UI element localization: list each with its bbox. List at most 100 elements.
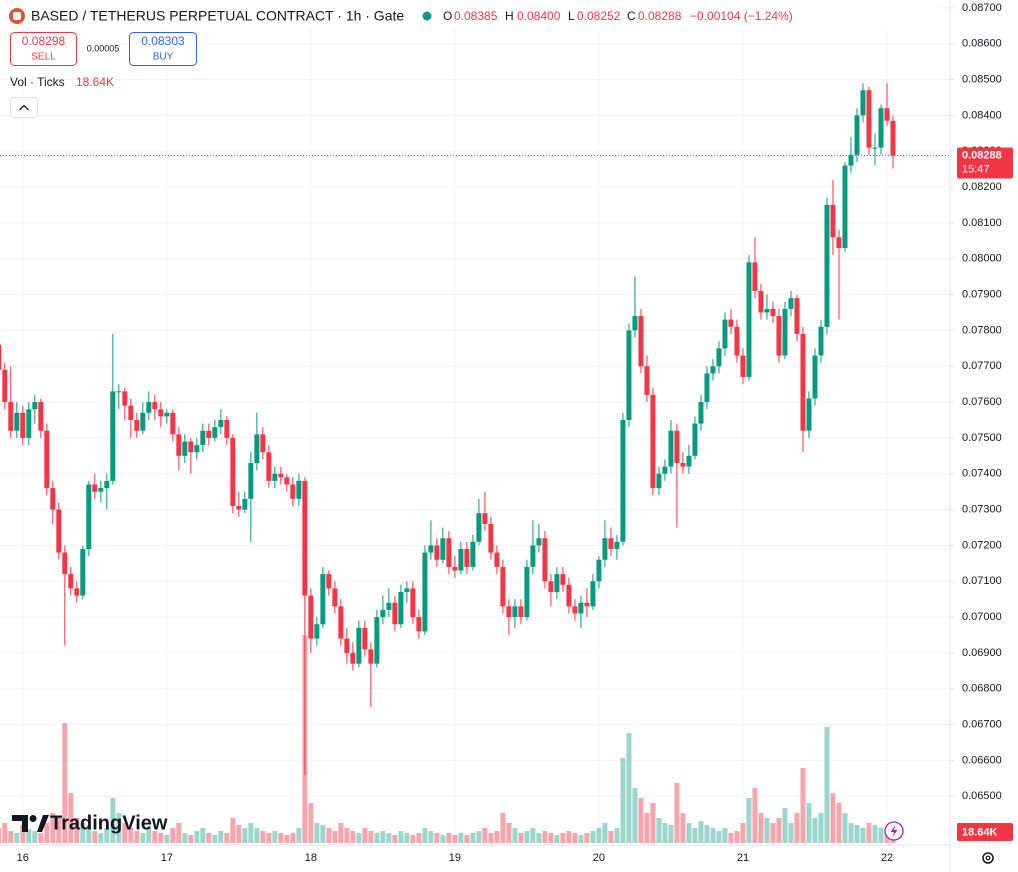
candle-body	[170, 412, 176, 435]
candle-body	[548, 581, 554, 593]
candle-body	[230, 437, 236, 506]
symbol-title: BASED / TETHERUS PERPETUAL CONTRACT · 1h…	[31, 8, 404, 24]
buy-button[interactable]	[129, 32, 197, 66]
volume-bar	[260, 831, 266, 843]
candle-body	[56, 509, 62, 553]
x-tick-label: 16	[17, 852, 29, 864]
ohlc-label: O	[443, 9, 452, 23]
volume-bar	[626, 733, 632, 843]
candle-body	[560, 574, 566, 585]
candle-body	[2, 369, 8, 403]
y-tick-label: 0.08500	[962, 73, 1002, 85]
candle-body	[788, 298, 794, 309]
candle-body	[644, 366, 650, 395]
volume-bar	[878, 828, 884, 843]
volume-bar	[50, 813, 56, 843]
volume-bar	[668, 825, 674, 843]
candle-body	[872, 147, 878, 149]
volume-bar	[254, 828, 260, 843]
ohlc-value: 0.08400	[517, 9, 561, 23]
price-pane	[0, 83, 896, 775]
candle-body	[488, 523, 494, 553]
collapse-button[interactable]	[10, 97, 38, 118]
candle-body	[158, 409, 164, 417]
candle-body	[452, 566, 458, 571]
candle-body	[194, 445, 200, 453]
volume-bar	[218, 831, 224, 843]
volume-bar	[662, 823, 668, 843]
settings-button[interactable]	[982, 852, 994, 864]
buy-label[interactable]: BUY	[153, 52, 174, 63]
candle-body	[218, 419, 224, 428]
volume-bar	[32, 831, 38, 843]
y-tick-label: 0.07200	[962, 539, 1002, 551]
ohlc-value: 0.08252	[577, 9, 621, 23]
volume-bar	[860, 828, 866, 843]
spread: 0.00005	[87, 43, 120, 53]
volume-bar	[476, 831, 482, 843]
volume-bar	[278, 833, 284, 843]
volume-bar	[572, 833, 578, 843]
volume-bar	[512, 828, 518, 843]
volume-bar	[602, 823, 608, 843]
volume-bar	[398, 831, 404, 843]
volume-bar	[242, 828, 248, 843]
candle-body	[530, 545, 536, 567]
volume-bar	[632, 788, 638, 843]
candle-body	[620, 419, 626, 542]
alert-icon[interactable]	[890, 825, 898, 837]
volume-pane	[0, 635, 896, 843]
candle-body	[14, 412, 20, 431]
volume-bar	[122, 823, 128, 843]
candle-body	[164, 412, 170, 417]
volume-bar	[188, 835, 194, 843]
volume-bar	[422, 828, 428, 843]
sell-price[interactable]: 0.08298	[22, 34, 66, 48]
candle-body	[572, 606, 578, 614]
candle-body	[188, 441, 194, 453]
candle-body	[890, 120, 896, 156]
volume-bar	[548, 833, 554, 843]
volume-bar	[38, 833, 44, 843]
volume-bar	[788, 823, 794, 843]
candle-body	[200, 430, 206, 446]
candle-body	[746, 262, 752, 377]
volume-bar	[344, 828, 350, 843]
candle-body	[38, 402, 44, 431]
sell-button[interactable]	[10, 32, 77, 66]
candle-body	[728, 319, 734, 327]
candle-body	[404, 588, 410, 593]
volume-bar	[416, 833, 422, 843]
volume-bar	[506, 823, 512, 843]
volume-bar	[314, 823, 320, 843]
volume-bar	[680, 813, 686, 843]
candle-body	[554, 574, 560, 593]
volume-bar	[44, 823, 50, 843]
x-tick-label: 21	[737, 852, 749, 864]
candle-body	[614, 541, 620, 549]
header-bg	[0, 0, 940, 30]
candle-body	[734, 326, 740, 356]
last-price-label: 0.08288	[962, 149, 1002, 161]
candle-body	[698, 402, 704, 424]
collapse-icon[interactable]	[19, 104, 29, 111]
candle-body	[518, 606, 524, 618]
volume-bar	[704, 825, 710, 843]
candle-body	[866, 90, 872, 148]
buy-price[interactable]: 0.08303	[141, 34, 185, 48]
volume-bar	[152, 831, 158, 843]
volume-bar	[296, 828, 302, 843]
sell-label[interactable]: SELL	[31, 52, 56, 63]
candle-body	[722, 319, 728, 349]
candle-body	[380, 609, 386, 618]
volume-bar	[440, 835, 446, 843]
volume-bar	[758, 813, 764, 843]
candle-body	[764, 308, 770, 313]
volume-bar	[98, 833, 104, 843]
volume-badge-label: 18.64K	[962, 826, 998, 838]
last-price-badge	[957, 147, 1013, 179]
candle-body	[668, 430, 674, 467]
volume-bar	[494, 831, 500, 843]
volume-bar	[224, 833, 230, 843]
volume-bar	[782, 808, 788, 843]
